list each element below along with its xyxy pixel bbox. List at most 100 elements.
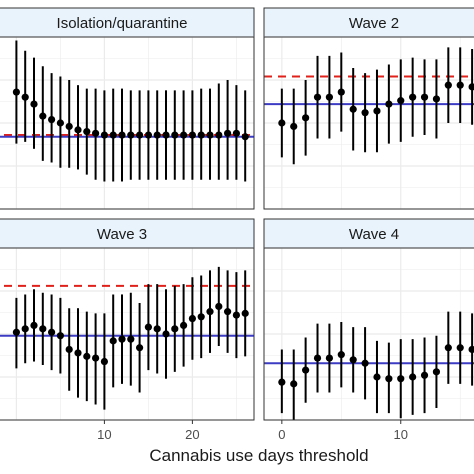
data-point	[432, 95, 441, 103]
data-point	[349, 105, 357, 113]
data-point	[136, 131, 144, 139]
data-point	[241, 309, 249, 317]
data-point	[197, 313, 205, 321]
data-point	[109, 337, 117, 345]
data-point	[127, 131, 135, 139]
data-point	[56, 119, 64, 127]
data-point	[409, 373, 417, 381]
data-point	[144, 131, 152, 139]
data-point	[162, 330, 170, 338]
data-point	[385, 100, 393, 108]
data-point	[325, 354, 334, 362]
data-point	[118, 131, 126, 139]
data-point	[65, 345, 73, 354]
data-point	[197, 131, 205, 139]
x-axis-label: Cannabis use days threshold	[149, 446, 368, 465]
data-point	[21, 325, 29, 333]
data-point	[290, 380, 298, 388]
data-point	[118, 335, 126, 343]
data-point	[74, 126, 82, 134]
data-point	[290, 122, 298, 131]
data-point	[100, 357, 108, 366]
data-point	[385, 375, 393, 383]
data-point	[325, 93, 334, 101]
data-point	[12, 328, 20, 336]
data-point	[74, 349, 82, 357]
panel-border	[0, 36, 255, 210]
data-point	[349, 356, 357, 364]
data-point	[21, 93, 29, 101]
x-tick-label: 10	[394, 427, 408, 442]
panel-strip	[263, 218, 474, 249]
panel-title: Wave 4	[349, 226, 399, 243]
panel-3: Wave 3 10 20	[0, 218, 255, 442]
panel-title: Wave 3	[97, 226, 147, 243]
data-point	[361, 359, 369, 367]
data-point	[180, 131, 188, 139]
data-point	[188, 131, 196, 139]
data-point	[397, 375, 405, 383]
data-point	[232, 129, 240, 137]
data-point	[397, 97, 405, 105]
data-point	[373, 373, 381, 381]
data-point	[144, 323, 152, 331]
data-point	[109, 131, 117, 139]
data-point	[127, 335, 135, 343]
panel-4: Wave 4 0 10	[263, 218, 474, 442]
data-point	[302, 366, 310, 374]
data-point	[361, 109, 369, 117]
panel-strip	[0, 7, 255, 38]
data-point	[65, 122, 73, 131]
data-point	[278, 119, 286, 127]
data-point	[171, 325, 179, 333]
data-point	[215, 302, 223, 311]
panel-strip	[0, 218, 255, 249]
data-point	[83, 352, 91, 360]
panel-title: Isolation/quarantine	[57, 15, 188, 32]
data-point	[456, 81, 464, 89]
data-point	[48, 115, 56, 124]
data-point	[136, 344, 144, 352]
data-point	[30, 100, 38, 108]
data-point	[337, 88, 345, 96]
data-point	[153, 131, 161, 139]
data-point	[232, 311, 240, 319]
data-point	[206, 131, 214, 139]
data-point	[48, 328, 56, 336]
data-point	[30, 321, 38, 329]
data-point	[56, 332, 64, 340]
data-point	[456, 344, 464, 352]
data-point	[153, 325, 161, 333]
data-point	[373, 107, 381, 115]
panel-title: Wave 2	[349, 15, 399, 32]
data-point	[100, 131, 108, 139]
panel-border	[263, 247, 474, 421]
data-point	[224, 308, 232, 316]
data-point	[444, 344, 452, 352]
data-point	[224, 129, 232, 137]
panel-strip	[263, 7, 474, 38]
data-point	[39, 112, 47, 120]
data-point	[420, 371, 429, 379]
data-point	[241, 133, 249, 141]
data-point	[313, 93, 322, 101]
data-point	[83, 128, 91, 136]
data-point	[302, 114, 310, 122]
data-point	[188, 314, 196, 323]
panel-border	[263, 36, 474, 210]
data-point	[39, 325, 47, 333]
data-point	[215, 131, 223, 139]
data-point	[420, 93, 429, 101]
x-tick-label: 20	[185, 427, 199, 442]
panel-border	[0, 247, 255, 421]
data-point	[171, 131, 179, 139]
panel-1: Isolation/quarantine	[0, 7, 255, 210]
data-point	[92, 354, 100, 362]
data-point	[92, 129, 100, 137]
data-point	[313, 354, 322, 362]
data-point	[12, 88, 20, 96]
data-point	[162, 131, 170, 139]
data-point	[468, 83, 474, 91]
x-tick-label: 0	[278, 427, 285, 442]
